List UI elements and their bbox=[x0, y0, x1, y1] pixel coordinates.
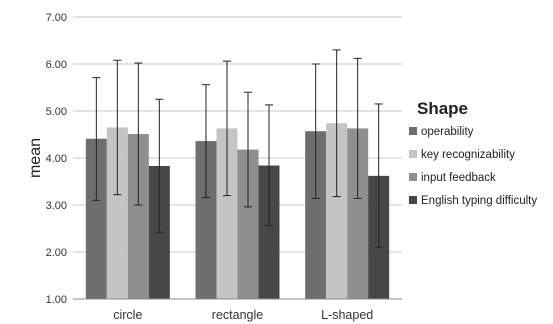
legend-label: input feedback bbox=[421, 172, 496, 184]
legend-swatch bbox=[409, 196, 417, 204]
y-tick-label: 5.00 bbox=[46, 106, 67, 118]
bar-rectangle-operability bbox=[195, 141, 217, 299]
y-tick-label: 3.00 bbox=[46, 200, 67, 212]
bar-circle-key-recognizability bbox=[106, 127, 128, 299]
y-tick-label: 1.00 bbox=[46, 294, 67, 306]
x-tick-label: circle bbox=[113, 308, 142, 322]
bar-rectangle-input-feedback bbox=[237, 149, 259, 299]
axis-layer: 1.00 2.00 3.00 4.00 5.00 6.00 7.00 circle rectan… bbox=[46, 12, 402, 322]
x-tick-label: L-shaped bbox=[321, 308, 373, 322]
y-axis-label-layer: mean bbox=[27, 138, 44, 178]
y-axis-label: mean bbox=[27, 138, 44, 178]
legend-swatch bbox=[409, 173, 417, 181]
bar-circle-operability bbox=[85, 138, 107, 299]
x-tick-label: rectangle bbox=[212, 308, 263, 322]
y-tick-label: 7.00 bbox=[46, 12, 67, 24]
bar-circle-input-feedback bbox=[127, 134, 149, 299]
bar-L-shaped-key-recognizability bbox=[326, 123, 348, 299]
y-tick-label: 6.00 bbox=[46, 59, 67, 71]
legend-swatch bbox=[409, 127, 417, 135]
y-tick-label: 2.00 bbox=[46, 247, 67, 259]
bar-L-shaped-operability bbox=[305, 131, 327, 299]
legend-title: Shape bbox=[417, 99, 468, 118]
error-bars-layer bbox=[92, 49, 383, 248]
bar-rectangle-english-typing-difficulty bbox=[258, 165, 280, 299]
legend-swatch bbox=[409, 150, 417, 158]
bars-layer bbox=[85, 123, 390, 299]
legend-label: key recognizability bbox=[421, 149, 515, 161]
bar-rectangle-key-recognizability bbox=[216, 128, 238, 299]
legend-layer: Shape operability key recognizability input… bbox=[409, 99, 537, 207]
legend-label: English typing difficulty bbox=[421, 195, 537, 207]
y-tick-label: 4.00 bbox=[46, 153, 67, 165]
legend-label: operability bbox=[421, 126, 474, 138]
bar-L-shaped-input-feedback bbox=[347, 128, 369, 299]
